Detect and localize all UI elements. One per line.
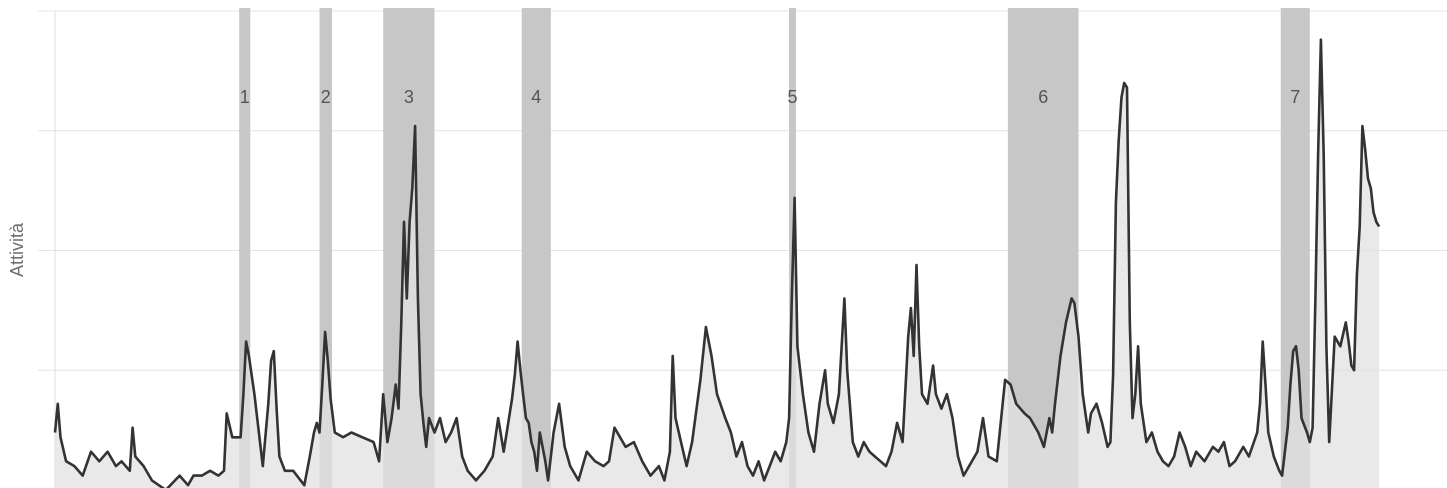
series-layer <box>53 38 1381 488</box>
event-band-label: 2 <box>321 87 331 107</box>
event-band <box>521 8 551 488</box>
series-area <box>55 39 1380 488</box>
event-band-label: 4 <box>531 87 541 107</box>
grid-layer <box>38 10 1447 488</box>
event-band <box>239 8 251 488</box>
event-band-label: 5 <box>788 87 798 107</box>
band-label-layer: 1 2 3 4 5 6 7 <box>240 87 1301 107</box>
series-line <box>53 38 1381 488</box>
event-band-label: 3 <box>404 87 414 107</box>
y-axis-label: Attività <box>7 222 27 277</box>
event-band-label: 6 <box>1038 87 1048 107</box>
event-band-label: 1 <box>240 87 250 107</box>
band-layer <box>239 8 1310 488</box>
event-band-label: 7 <box>1290 87 1300 107</box>
